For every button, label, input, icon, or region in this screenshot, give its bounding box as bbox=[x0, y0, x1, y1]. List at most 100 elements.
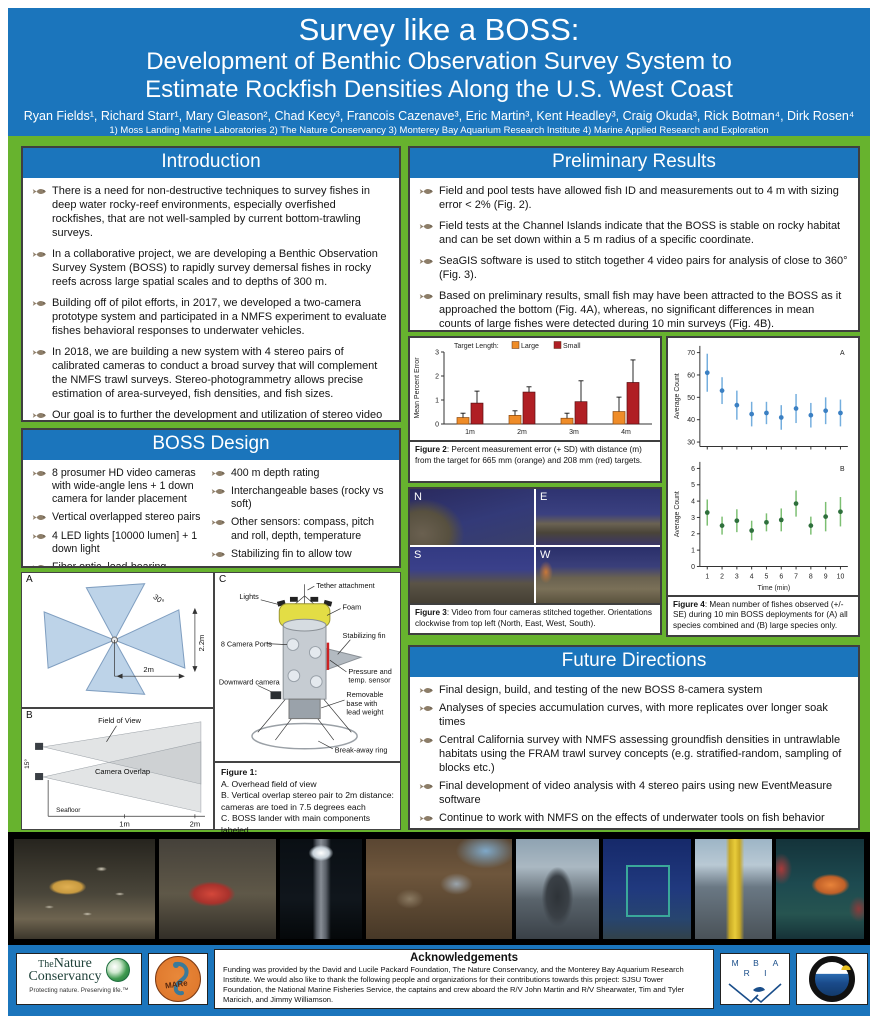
bullet-item: Building off of pilot efforts, in 2017, … bbox=[32, 297, 390, 339]
poster-title: Survey like a BOSS: bbox=[298, 12, 580, 47]
bullet-item: Continue to work with NMFS on the effect… bbox=[419, 812, 849, 826]
svg-text:7: 7 bbox=[794, 574, 798, 581]
photo-deck-operations bbox=[516, 838, 600, 939]
svg-text:8: 8 bbox=[809, 574, 813, 581]
fish-bullet-icon bbox=[419, 704, 434, 713]
figure3-caption: Figure 3: Video from four cameras stitch… bbox=[410, 603, 660, 633]
bullet-item: In 2018, we are building a new system wi… bbox=[32, 346, 390, 402]
diagram-c-boss-lander: C bbox=[214, 572, 401, 762]
bullet-item: Based on preliminary results, small fish… bbox=[419, 290, 849, 330]
svg-text:Mean Percent Error: Mean Percent Error bbox=[414, 357, 421, 419]
svg-text:5: 5 bbox=[691, 483, 695, 490]
svg-text:Average Count: Average Count bbox=[674, 373, 681, 419]
fish-bullet-icon bbox=[32, 513, 47, 522]
panel-preliminary-results: Preliminary Results Field and pool tests… bbox=[408, 146, 860, 332]
panel-figure3: N E S W Figure 3: Video from four camera… bbox=[408, 487, 662, 635]
affiliations: 1) Moss Landing Marine Laboratories 2) T… bbox=[109, 124, 769, 136]
photo-boss-frame-underwater bbox=[603, 838, 691, 939]
fish-bullet-icon bbox=[32, 348, 47, 357]
svg-text:Removable: Removable bbox=[346, 690, 383, 699]
photo-strip bbox=[8, 832, 870, 945]
fish-bullet-icon bbox=[32, 187, 47, 196]
svg-text:Camera Overlap: Camera Overlap bbox=[95, 767, 150, 776]
svg-text:5: 5 bbox=[765, 574, 769, 581]
svg-text:0: 0 bbox=[691, 564, 695, 571]
svg-text:30: 30 bbox=[687, 440, 695, 447]
photo-instrument-on-boat bbox=[694, 838, 773, 939]
panel-figure2: 0 1 2 3 Target Length: Large Small 1m 2m 3m 4m Mean… bbox=[408, 336, 662, 483]
introduction-header: Introduction bbox=[23, 148, 399, 178]
fish-bullet-icon bbox=[419, 222, 434, 231]
svg-text:B: B bbox=[840, 466, 845, 473]
svg-text:Average Count: Average Count bbox=[674, 492, 681, 538]
svg-text:70: 70 bbox=[687, 350, 695, 357]
acknowledgements-text: Funding was provided by the David and Lu… bbox=[223, 965, 685, 1004]
svg-text:base with: base with bbox=[346, 699, 377, 708]
diagram-c-drawing: Tether attachment Lights Foam 8 Camera P… bbox=[219, 581, 392, 755]
tnc-globe-icon bbox=[105, 958, 130, 983]
nature-conservancy-logo: TheNature Conservancy Protecting nature. … bbox=[16, 953, 142, 1005]
svg-text:Target Length:: Target Length: bbox=[454, 343, 499, 350]
diagram-a-drawing: 30° 2.2m 2m bbox=[43, 583, 206, 695]
svg-text:1: 1 bbox=[705, 574, 709, 581]
fish-bullet-icon bbox=[32, 299, 47, 308]
svg-text:2: 2 bbox=[435, 374, 439, 381]
svg-text:Field of View: Field of View bbox=[98, 716, 141, 725]
svg-text:6: 6 bbox=[691, 466, 695, 473]
fish-bullet-icon bbox=[419, 686, 434, 695]
svg-text:Break-away ring: Break-away ring bbox=[335, 746, 388, 755]
svg-text:lead weight: lead weight bbox=[346, 708, 383, 717]
svg-text:2m: 2m bbox=[190, 819, 200, 828]
svg-text:Foam: Foam bbox=[343, 603, 362, 612]
bullet-item: 400 m depth rating bbox=[211, 467, 386, 480]
bullet-item: Other sensors: compass, pitch and roll, … bbox=[211, 516, 386, 542]
bullet-item: Our goal is to further the development a… bbox=[32, 409, 390, 420]
diagram-b-stereo-overlap: B Field of View Camera Overlap 15° Seafl… bbox=[21, 708, 214, 830]
figure3-north-image: N bbox=[410, 489, 534, 546]
svg-text:4: 4 bbox=[750, 574, 754, 581]
bullet-item: Final design, build, and testing of the … bbox=[419, 684, 849, 698]
future-directions-bullets: Final design, build, and testing of the … bbox=[419, 684, 849, 828]
fish-bullet-icon bbox=[32, 469, 47, 478]
mlml-logo bbox=[809, 956, 855, 1002]
fish-bullet-icon bbox=[211, 469, 226, 478]
bullet-item: Vertical overlapped stereo pairs bbox=[32, 511, 207, 524]
fish-bullet-icon bbox=[32, 563, 47, 566]
fish-bullet-icon bbox=[211, 487, 226, 496]
fish-bullet-icon bbox=[419, 814, 434, 823]
svg-text:Pressure and: Pressure and bbox=[348, 667, 391, 676]
bullet-item: Fiber optic, load-bearing umbilical bbox=[32, 561, 207, 566]
tnc-tagline: Protecting nature. Preserving life.™ bbox=[29, 986, 129, 994]
svg-text:40: 40 bbox=[687, 417, 695, 424]
svg-text:3m: 3m bbox=[569, 429, 579, 436]
svg-text:8 Camera Ports: 8 Camera Ports bbox=[221, 640, 272, 649]
svg-text:2m: 2m bbox=[143, 665, 153, 674]
panel-introduction: Introduction There is a need for non-des… bbox=[21, 146, 401, 422]
fish-bullet-icon bbox=[419, 257, 434, 266]
boss-design-left-column: 8 prosumer HD video cameras with wide-an… bbox=[32, 467, 211, 566]
svg-text:2: 2 bbox=[691, 532, 695, 539]
fish-bullet-icon bbox=[211, 550, 226, 559]
bird-icon bbox=[841, 965, 851, 970]
svg-text:2: 2 bbox=[720, 574, 724, 581]
svg-text:Small: Small bbox=[563, 343, 581, 350]
figure1-diagrams: A 30° 2.2m 2m bbox=[21, 572, 401, 835]
svg-text:1: 1 bbox=[435, 398, 439, 405]
bullet-item: Field and pool tests have allowed fish I… bbox=[419, 185, 849, 213]
svg-text:50: 50 bbox=[687, 395, 695, 402]
mbari-logo: M B A R I bbox=[720, 953, 790, 1005]
bullet-item: Interchangeable bases (rocky vs soft) bbox=[211, 485, 386, 511]
bullet-item: 8 prosumer HD video cameras with wide-an… bbox=[32, 467, 207, 506]
svg-text:temp. sensor: temp. sensor bbox=[348, 676, 391, 685]
figure4-caption: Figure 4: Mean number of fishes observed… bbox=[668, 594, 858, 635]
fish-bullet-icon bbox=[32, 411, 47, 420]
svg-text:30°: 30° bbox=[151, 592, 166, 606]
svg-text:Lights: Lights bbox=[239, 592, 259, 601]
svg-text:Time (min): Time (min) bbox=[758, 586, 791, 593]
poster-subtitle-1: Development of Benthic Observation Surve… bbox=[146, 48, 732, 75]
bullet-item: Analyses of species accumulation curves,… bbox=[419, 702, 849, 730]
fish-bullet-icon bbox=[32, 250, 47, 259]
figure3-stitched-video: N E S W bbox=[410, 489, 660, 604]
svg-text:0: 0 bbox=[435, 422, 439, 429]
